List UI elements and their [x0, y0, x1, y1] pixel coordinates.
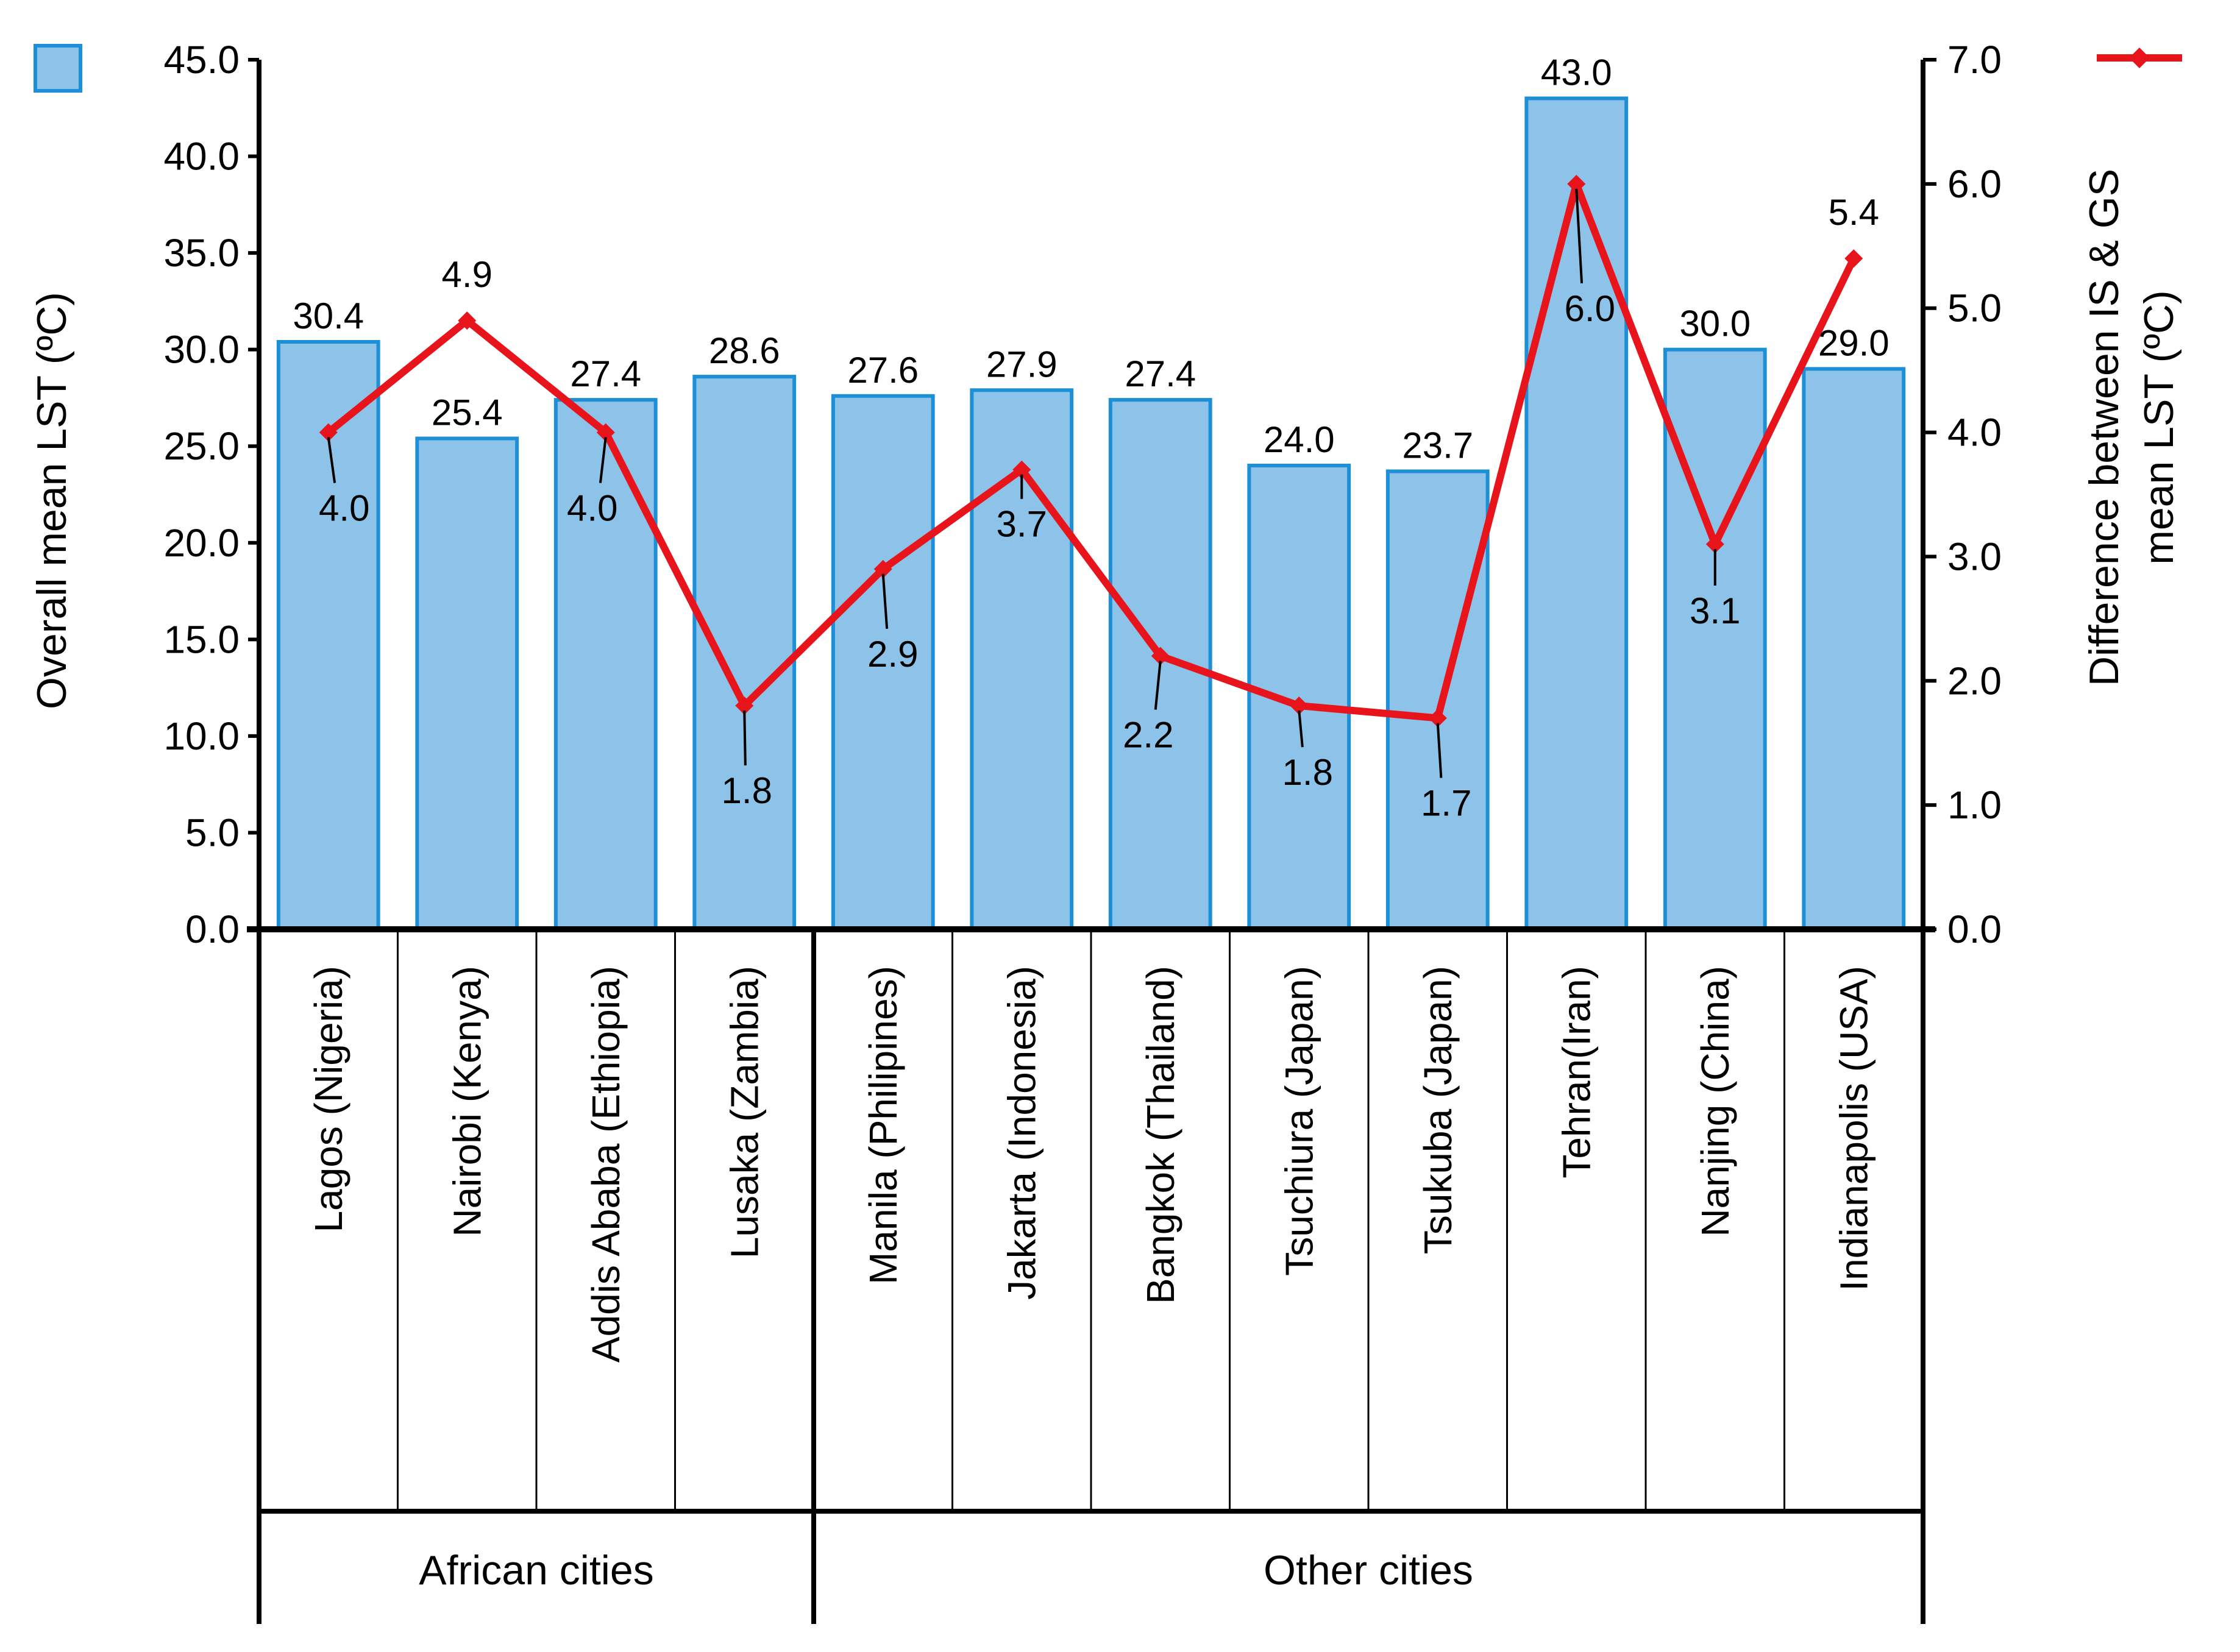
line-point [1151, 647, 1170, 665]
line-series [319, 174, 1863, 728]
category-label: Nanjing (China) [1693, 966, 1737, 1237]
data-labels: 30.4 25.4 27.4 28.6 27.6 27.9 27.4 24.0 23.7 43.0… [293, 52, 1889, 823]
line-point [1290, 697, 1309, 715]
line-point [873, 559, 892, 578]
line-point [735, 697, 754, 715]
legend-bar-swatch [34, 44, 82, 93]
y-right-tick-label: 3.0 [1947, 534, 2002, 578]
line-value-label: 4.9 [442, 254, 492, 295]
line-point [596, 423, 615, 442]
bar [1663, 347, 1767, 931]
bar [553, 398, 658, 931]
leader-line [1575, 188, 1584, 283]
y-left-tick-label: 30.0 [163, 328, 240, 372]
y-left-tick-label: 35.0 [163, 231, 240, 275]
line-value-label: 2.2 [1123, 715, 1173, 756]
category-label: Lusaka (Zambia) [722, 966, 766, 1258]
y-left-tick-label: 5.0 [185, 810, 240, 854]
category-label: Addis Ababa (Ethiopia) [584, 966, 628, 1363]
legend-line-marker [2129, 48, 2150, 68]
y-right-tick-label: 7.0 [1947, 38, 2002, 82]
line-value-label: 3.1 [1690, 590, 1740, 631]
bar-value-label: 30.4 [293, 296, 364, 336]
y-left-tick-label: 0.0 [185, 907, 240, 951]
bar-value-label: 23.7 [1402, 425, 1473, 466]
bar-value-label: 27.9 [986, 344, 1058, 385]
bar [1524, 96, 1629, 931]
line-value-label: 2.9 [867, 634, 918, 675]
bar-value-label: 43.0 [1541, 52, 1612, 93]
leader-line [1436, 723, 1443, 778]
line-point [1012, 460, 1031, 479]
leader-line [881, 573, 889, 629]
category-label: Bangkok (Thailand) [1139, 966, 1182, 1304]
bar-series [276, 96, 1906, 931]
y-right-tick-label: 6.0 [1947, 162, 2002, 206]
leader-line [1298, 710, 1304, 748]
bar-value-label: 28.6 [709, 330, 780, 371]
line-value-label: 4.0 [567, 488, 617, 529]
line-path [325, 180, 1857, 722]
category-label: Indianapolis (USA) [1832, 966, 1876, 1291]
y-right-tick-label: 4.0 [1947, 411, 2002, 455]
line-point [319, 423, 338, 442]
category-label: Jakarta (Indonesia) [1000, 966, 1044, 1300]
y-left-tick-label: 20.0 [163, 521, 240, 565]
y-right-axis-title-line1: Difference between IS & GS [2081, 169, 2127, 686]
line-value-label: 1.8 [722, 770, 772, 811]
category-label: Nairobi (Kenya) [445, 966, 489, 1237]
axes: 0.0 5.0 10.0 15.0 20.0 25.0 30.0 35.0 40.0 45.0 0.… [29, 38, 2182, 1624]
leader-line [599, 437, 607, 483]
group-label: African cities [419, 1547, 653, 1594]
line-value-label: 1.8 [1282, 752, 1333, 793]
category-label: Manila (Philipines) [861, 966, 905, 1285]
bar-value-label: 27.4 [570, 353, 641, 394]
y-left-axis-title: Overall mean LST (ºC) [29, 292, 75, 709]
category-label: Tehran(Iran) [1554, 966, 1598, 1179]
leader-line [743, 711, 747, 766]
line-point [1428, 709, 1447, 728]
line-value-label: 5.4 [1829, 192, 1879, 233]
y-left-tick-label: 15.0 [163, 617, 240, 661]
y-left-tick-label: 45.0 [163, 38, 240, 82]
line-point [1705, 535, 1724, 554]
category-label: Tsukuba (Japan) [1416, 966, 1460, 1254]
bar [831, 394, 935, 931]
line-value-label: 6.0 [1565, 288, 1615, 329]
bar [1385, 469, 1490, 931]
y-left-tick-label: 40.0 [163, 135, 240, 179]
bar-value-label: 29.0 [1818, 322, 1890, 363]
leader-line [1154, 661, 1162, 710]
bar-value-label: 24.0 [1264, 419, 1335, 460]
y-right-axis-title-line2: mean LST (ºC) [2136, 290, 2182, 565]
y-right-tick-label: 0.0 [1947, 907, 2002, 951]
bar-value-label: 27.4 [1125, 353, 1196, 394]
category-label: Tsuchiura (Japan) [1277, 966, 1321, 1276]
leader-line [327, 437, 336, 483]
bar [415, 436, 519, 931]
bar-value-label: 30.0 [1679, 303, 1751, 344]
line-value-label: 1.7 [1421, 782, 1471, 823]
bar-value-label: 25.4 [432, 392, 503, 433]
line-value-label: 3.7 [997, 504, 1047, 545]
y-left-tick-label: 25.0 [163, 424, 240, 468]
bar [692, 375, 797, 931]
y-right-tick-label: 5.0 [1947, 286, 2002, 330]
y-left-tick-label: 10.0 [163, 714, 240, 758]
line-point [1844, 249, 1863, 268]
y-right-tick-label: 1.0 [1947, 783, 2002, 827]
category-label: Lagos (Nigeria) [307, 966, 350, 1233]
group-label: Other cities [1264, 1547, 1473, 1594]
bar-value-label: 27.6 [847, 350, 919, 391]
category-table: Lagos (Nigeria) Nairobi (Kenya) Addis Abab… [259, 929, 1923, 1624]
legends [34, 44, 2182, 93]
bar [1802, 367, 1906, 931]
line-value-label: 4.0 [319, 488, 369, 529]
line-point [1567, 174, 1586, 193]
line-point [458, 311, 477, 330]
y-right-tick-label: 2.0 [1947, 659, 2002, 703]
